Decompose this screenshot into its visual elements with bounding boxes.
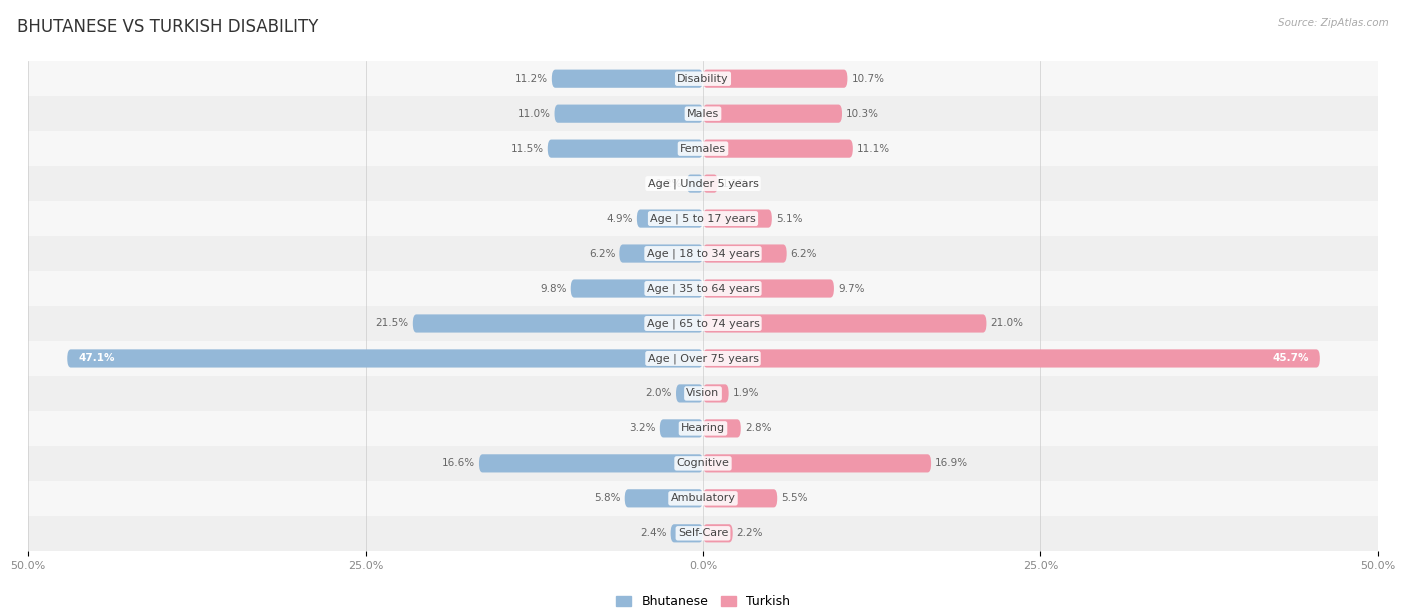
FancyBboxPatch shape — [703, 105, 842, 123]
Text: 2.0%: 2.0% — [645, 389, 672, 398]
Text: 5.1%: 5.1% — [776, 214, 803, 223]
FancyBboxPatch shape — [703, 315, 987, 332]
Text: 16.6%: 16.6% — [441, 458, 475, 468]
FancyBboxPatch shape — [571, 280, 703, 297]
Bar — [28, 306, 1378, 341]
Text: 5.5%: 5.5% — [782, 493, 808, 503]
FancyBboxPatch shape — [67, 349, 703, 368]
Text: Disability: Disability — [678, 73, 728, 84]
FancyBboxPatch shape — [703, 489, 778, 507]
Text: 2.8%: 2.8% — [745, 424, 772, 433]
Text: 3.2%: 3.2% — [630, 424, 655, 433]
FancyBboxPatch shape — [637, 209, 703, 228]
Text: 4.9%: 4.9% — [606, 214, 633, 223]
FancyBboxPatch shape — [413, 315, 703, 332]
Text: 2.2%: 2.2% — [737, 528, 763, 539]
Text: Source: ZipAtlas.com: Source: ZipAtlas.com — [1278, 18, 1389, 28]
Text: 9.8%: 9.8% — [540, 283, 567, 294]
Bar — [28, 131, 1378, 166]
Text: Self-Care: Self-Care — [678, 528, 728, 539]
Text: 11.2%: 11.2% — [515, 73, 548, 84]
FancyBboxPatch shape — [686, 174, 703, 193]
Text: Age | Over 75 years: Age | Over 75 years — [648, 353, 758, 364]
Text: 1.9%: 1.9% — [733, 389, 759, 398]
FancyBboxPatch shape — [703, 419, 741, 438]
FancyBboxPatch shape — [619, 244, 703, 263]
Bar — [28, 166, 1378, 201]
Bar — [28, 271, 1378, 306]
Text: 21.5%: 21.5% — [375, 318, 409, 329]
Text: Age | 18 to 34 years: Age | 18 to 34 years — [647, 248, 759, 259]
FancyBboxPatch shape — [703, 174, 718, 193]
FancyBboxPatch shape — [479, 454, 703, 472]
Bar — [28, 96, 1378, 131]
Text: Vision: Vision — [686, 389, 720, 398]
FancyBboxPatch shape — [703, 280, 834, 297]
Text: Cognitive: Cognitive — [676, 458, 730, 468]
FancyBboxPatch shape — [703, 140, 853, 158]
FancyBboxPatch shape — [548, 140, 703, 158]
Text: Age | 35 to 64 years: Age | 35 to 64 years — [647, 283, 759, 294]
Bar — [28, 376, 1378, 411]
FancyBboxPatch shape — [676, 384, 703, 403]
Bar — [28, 341, 1378, 376]
FancyBboxPatch shape — [703, 384, 728, 403]
Text: Females: Females — [681, 144, 725, 154]
Text: 10.3%: 10.3% — [846, 109, 879, 119]
Text: 1.2%: 1.2% — [657, 179, 683, 188]
Text: Ambulatory: Ambulatory — [671, 493, 735, 503]
Text: 47.1%: 47.1% — [79, 354, 114, 364]
Text: Age | 65 to 74 years: Age | 65 to 74 years — [647, 318, 759, 329]
Text: Age | Under 5 years: Age | Under 5 years — [648, 178, 758, 189]
FancyBboxPatch shape — [703, 454, 931, 472]
Text: 9.7%: 9.7% — [838, 283, 865, 294]
Text: 11.1%: 11.1% — [856, 144, 890, 154]
Text: 2.4%: 2.4% — [640, 528, 666, 539]
Text: BHUTANESE VS TURKISH DISABILITY: BHUTANESE VS TURKISH DISABILITY — [17, 18, 318, 36]
FancyBboxPatch shape — [703, 209, 772, 228]
Text: 11.5%: 11.5% — [510, 144, 544, 154]
Bar — [28, 446, 1378, 481]
FancyBboxPatch shape — [551, 70, 703, 88]
FancyBboxPatch shape — [624, 489, 703, 507]
Text: 11.0%: 11.0% — [517, 109, 551, 119]
Text: Males: Males — [688, 109, 718, 119]
Text: 6.2%: 6.2% — [790, 248, 817, 258]
Text: 6.2%: 6.2% — [589, 248, 616, 258]
Text: 45.7%: 45.7% — [1272, 354, 1309, 364]
FancyBboxPatch shape — [554, 105, 703, 123]
Text: Hearing: Hearing — [681, 424, 725, 433]
Text: 21.0%: 21.0% — [990, 318, 1024, 329]
Bar — [28, 61, 1378, 96]
FancyBboxPatch shape — [671, 524, 703, 542]
Text: Age | 5 to 17 years: Age | 5 to 17 years — [650, 214, 756, 224]
FancyBboxPatch shape — [703, 244, 787, 263]
Text: 5.8%: 5.8% — [595, 493, 620, 503]
Text: 16.9%: 16.9% — [935, 458, 969, 468]
Text: 10.7%: 10.7% — [852, 73, 884, 84]
Bar — [28, 516, 1378, 551]
FancyBboxPatch shape — [703, 524, 733, 542]
Legend: Bhutanese, Turkish: Bhutanese, Turkish — [612, 590, 794, 612]
FancyBboxPatch shape — [703, 349, 1320, 368]
Bar — [28, 236, 1378, 271]
Bar — [28, 411, 1378, 446]
Text: 1.1%: 1.1% — [721, 179, 748, 188]
Bar — [28, 481, 1378, 516]
Bar — [28, 201, 1378, 236]
FancyBboxPatch shape — [659, 419, 703, 438]
FancyBboxPatch shape — [703, 70, 848, 88]
